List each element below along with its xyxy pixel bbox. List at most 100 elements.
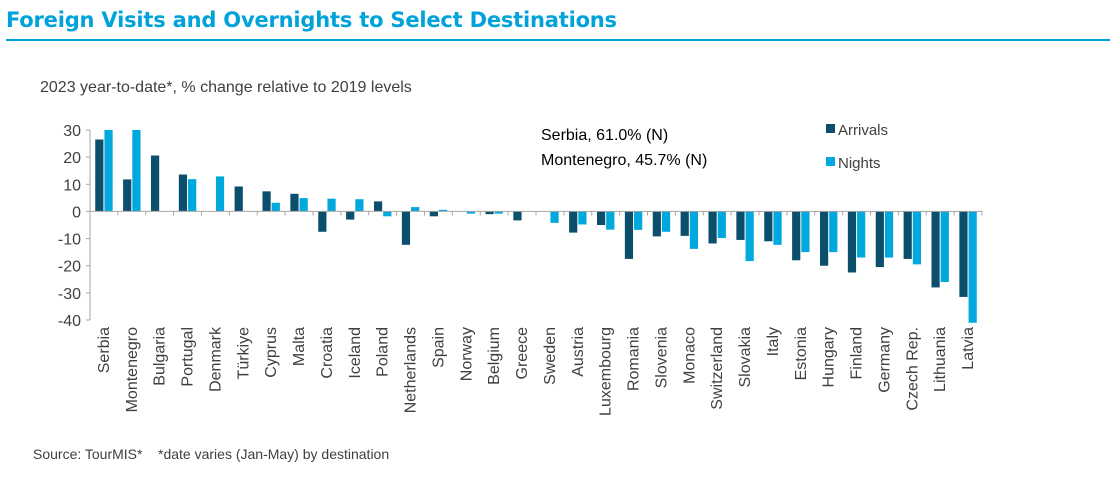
bar-arrivals-17	[569, 211, 578, 233]
bar-nights-12	[438, 209, 448, 212]
bar-arrivals-31	[959, 211, 968, 297]
bar-nights-13	[466, 211, 476, 214]
bar-arrivals-24	[764, 211, 773, 242]
x-tick-label: Montenegro	[124, 327, 141, 412]
bar-nights-23	[745, 211, 754, 262]
bar-nights-3	[188, 179, 197, 212]
legend-label-arrivals: Arrivals	[838, 122, 888, 139]
bar-arrivals-15	[513, 211, 522, 221]
bar-nights-30	[940, 211, 949, 282]
x-tick-label: Germany	[876, 327, 893, 393]
x-tick-label: Norway	[458, 327, 475, 381]
bar-nights-16	[550, 211, 559, 223]
x-tick-label: Bulgaria	[152, 327, 169, 386]
bar-nights-1	[132, 130, 141, 212]
bar-arrivals-1	[123, 179, 132, 212]
x-tick-label: Netherlands	[403, 327, 420, 413]
y-tick-label: 30	[63, 123, 81, 140]
bar-arrivals-12	[429, 211, 438, 217]
labels-layer: 30 20 10 0 -10 -20 -30 -40 Serbia Montenegro Bulga…	[58, 123, 977, 416]
bar-arrivals-9	[346, 211, 355, 220]
x-tick-label: Serbia	[96, 327, 113, 373]
bar-arrivals-20	[652, 211, 661, 237]
bar-nights-11	[411, 207, 420, 212]
bar-nights-0	[104, 130, 113, 212]
x-tick-label: Hungary	[821, 327, 838, 387]
chart-subtitle: 2023 year-to-date*, % change relative to…	[40, 79, 412, 96]
y-tick-label: 20	[63, 150, 81, 167]
y-tick-label: 10	[63, 177, 81, 194]
x-tick-label: Czech Rep.	[904, 327, 921, 411]
bar-nights-6	[271, 202, 280, 212]
bar-nights-7	[299, 198, 308, 212]
annotation-montenegro: Montenegro, 45.7% (N)	[541, 152, 707, 169]
bar-nights-22	[717, 211, 726, 239]
bar-arrivals-29	[903, 211, 912, 259]
bar-chart: 30 20 10 0 -10 -20 -30 -40 Serbia Montenegro Bulga…	[58, 122, 983, 416]
bar-arrivals-3	[178, 174, 188, 212]
legend-swatch-arrivals	[826, 124, 835, 133]
bar-arrivals-22	[708, 211, 717, 244]
x-tick-label: Spain	[430, 327, 447, 368]
bar-arrivals-27	[847, 211, 857, 273]
x-tick-label: Slovakia	[737, 327, 754, 388]
bar-arrivals-19	[624, 211, 634, 259]
bar-arrivals-6	[262, 191, 271, 212]
x-tick-label: Malta	[291, 327, 308, 366]
y-tick-label: -40	[58, 313, 81, 330]
x-tick-label: Portugal	[180, 327, 197, 387]
y-tick-label: -30	[58, 286, 81, 303]
bar-arrivals-28	[875, 211, 884, 268]
bar-arrivals-23	[736, 211, 745, 240]
bar-arrivals-14	[485, 211, 494, 215]
x-tick-label: Iceland	[347, 327, 364, 379]
x-tick-label: Denmark	[207, 326, 224, 392]
x-tick-label: Luxembourg	[598, 327, 615, 416]
bar-arrivals-26	[819, 211, 829, 266]
legend-label-nights: Nights	[838, 155, 881, 172]
bars-layer	[95, 130, 977, 323]
x-tick-label: Greece	[514, 327, 531, 380]
title-rule	[6, 39, 1110, 41]
x-tick-label: Latvia	[960, 327, 977, 370]
bar-nights-17	[578, 211, 587, 225]
bar-arrivals-10	[373, 201, 383, 212]
bar-arrivals-5	[234, 186, 243, 212]
annotation-serbia: Serbia, 61.0% (N)	[541, 127, 668, 144]
bar-arrivals-30	[931, 211, 940, 288]
bar-arrivals-2	[150, 155, 160, 212]
y-tick-label: -10	[58, 232, 81, 249]
chart-title: Foreign Visits and Overnights to Select …	[6, 8, 617, 32]
axes-layer	[86, 129, 983, 321]
x-tick-label: Sweden	[542, 327, 559, 385]
bar-arrivals-11	[401, 211, 411, 245]
bar-nights-14	[494, 211, 503, 214]
bar-nights-29	[912, 211, 922, 265]
bar-nights-27	[857, 211, 866, 258]
x-tick-label: Switzerland	[709, 327, 726, 410]
x-tick-label: Belgium	[486, 327, 503, 385]
bar-nights-20	[661, 211, 671, 232]
x-tick-label: Poland	[375, 327, 392, 377]
x-tick-label: Estonia	[793, 327, 810, 380]
x-tick-label: Croatia	[319, 327, 336, 379]
x-tick-label: Cyprus	[263, 327, 280, 378]
x-tick-label: Romania	[626, 327, 643, 391]
bar-nights-18	[606, 211, 615, 230]
bar-nights-19	[634, 211, 643, 230]
bar-nights-4	[215, 176, 225, 212]
y-tick-label: -20	[58, 259, 81, 276]
bar-arrivals-21	[680, 211, 689, 236]
bar-nights-24	[773, 211, 782, 245]
bar-nights-26	[829, 211, 838, 253]
bar-arrivals-7	[290, 193, 299, 212]
source-note: Source: TourMIS* *date varies (Jan-May) …	[33, 446, 390, 462]
x-tick-label: Italy	[765, 327, 782, 356]
legend-swatch-nights	[826, 157, 835, 166]
x-tick-label: Austria	[570, 327, 587, 377]
bar-nights-9	[355, 199, 364, 212]
bar-nights-31	[968, 211, 977, 323]
x-tick-label: Slovenia	[653, 327, 670, 388]
y-tick-label: 0	[72, 204, 81, 221]
bar-nights-10	[383, 211, 392, 217]
